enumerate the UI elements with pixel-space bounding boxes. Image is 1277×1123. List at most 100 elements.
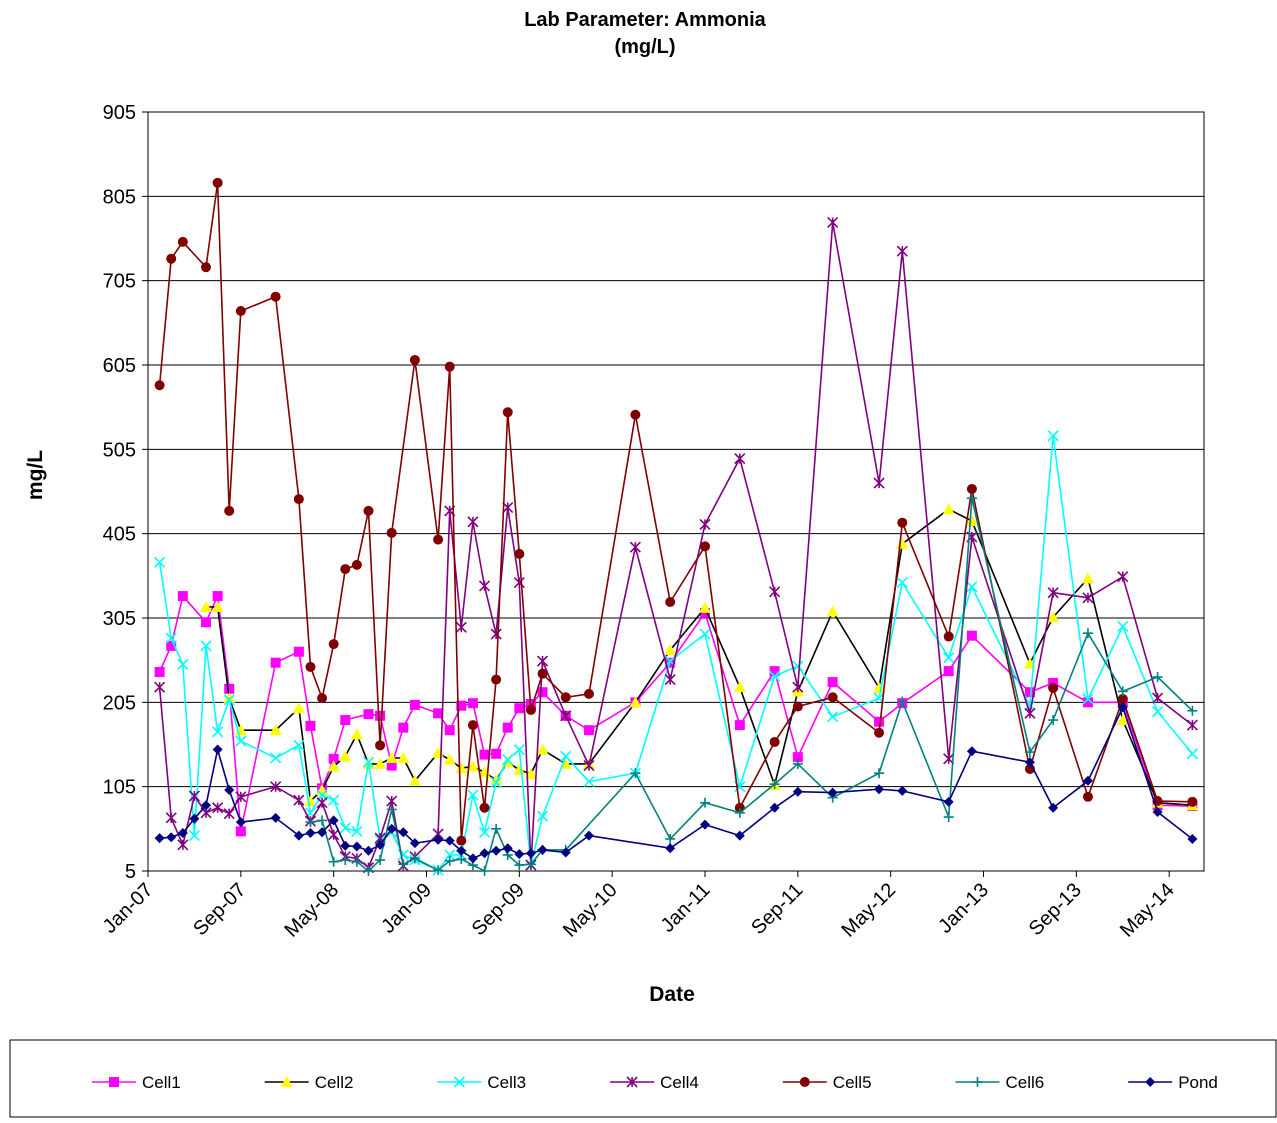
marker <box>212 802 224 814</box>
marker <box>769 736 780 747</box>
marker <box>467 853 478 864</box>
marker <box>340 855 351 866</box>
legend-label: Cell4 <box>660 1073 699 1092</box>
marker <box>502 722 513 733</box>
marker <box>560 847 571 858</box>
marker <box>1117 693 1128 704</box>
marker <box>443 753 456 765</box>
marker <box>943 796 954 807</box>
marker <box>943 652 955 664</box>
marker <box>270 812 281 823</box>
marker <box>769 666 780 677</box>
marker <box>1187 705 1198 716</box>
marker <box>433 865 444 876</box>
marker <box>1024 757 1035 768</box>
marker <box>444 855 455 866</box>
marker <box>491 674 502 685</box>
marker <box>1047 430 1059 442</box>
marker <box>456 854 467 865</box>
marker <box>340 715 351 726</box>
marker <box>965 515 978 527</box>
marker <box>1186 719 1198 731</box>
marker <box>537 687 548 698</box>
marker <box>305 817 316 828</box>
marker <box>363 845 374 856</box>
marker <box>224 683 235 694</box>
marker <box>665 596 676 607</box>
marker <box>943 631 954 642</box>
marker <box>502 407 513 418</box>
marker <box>874 727 885 738</box>
marker <box>1024 687 1035 698</box>
marker <box>293 646 304 657</box>
marker <box>537 844 548 855</box>
marker <box>375 855 386 866</box>
marker <box>409 838 420 849</box>
marker <box>235 817 246 828</box>
marker <box>235 306 246 317</box>
marker <box>397 751 410 763</box>
marker <box>1082 791 1093 802</box>
marker <box>1082 628 1093 639</box>
marker <box>339 750 352 762</box>
marker <box>456 835 467 846</box>
marker <box>1082 775 1093 786</box>
marker <box>1047 587 1059 599</box>
marker <box>224 505 235 516</box>
marker <box>386 527 397 538</box>
marker <box>972 1077 983 1087</box>
marker <box>734 720 745 731</box>
marker <box>188 790 200 802</box>
marker <box>166 640 177 651</box>
marker <box>189 813 200 824</box>
marker <box>270 291 281 302</box>
marker <box>513 577 525 589</box>
marker <box>351 559 362 570</box>
marker <box>769 802 780 813</box>
marker <box>270 781 282 793</box>
y-tick-label: 5 <box>125 861 136 883</box>
marker <box>235 735 247 747</box>
marker <box>317 693 328 704</box>
marker <box>699 628 711 640</box>
marker <box>200 601 213 613</box>
marker <box>456 845 467 856</box>
marker <box>304 795 317 807</box>
marker <box>733 681 746 693</box>
marker <box>224 785 235 796</box>
marker <box>1081 572 1094 584</box>
marker <box>514 849 525 860</box>
marker <box>514 860 525 871</box>
y-axis-label: mg/L <box>24 450 47 500</box>
marker <box>490 776 502 789</box>
marker <box>339 822 351 834</box>
marker <box>328 815 339 826</box>
marker <box>664 673 676 686</box>
marker <box>583 776 595 788</box>
marker <box>154 380 165 391</box>
marker <box>629 696 642 708</box>
marker <box>799 1077 810 1087</box>
marker <box>453 1076 465 1088</box>
marker <box>943 666 954 677</box>
marker <box>1047 611 1060 623</box>
marker <box>827 216 839 229</box>
marker <box>1152 706 1164 718</box>
marker <box>699 601 712 613</box>
marker <box>386 760 397 771</box>
marker <box>280 1076 293 1087</box>
marker <box>479 848 490 859</box>
marker <box>827 711 839 723</box>
marker <box>166 253 177 264</box>
marker <box>201 262 212 273</box>
marker <box>583 830 594 841</box>
marker <box>769 586 781 598</box>
marker <box>1187 796 1198 807</box>
chart-title: Lab Parameter: Ammonia <box>524 9 766 31</box>
marker <box>1186 748 1198 760</box>
y-tick-label: 705 <box>103 271 136 293</box>
marker <box>536 810 549 822</box>
legend-label: Cell1 <box>142 1073 181 1092</box>
marker <box>514 703 525 714</box>
marker <box>966 493 977 504</box>
